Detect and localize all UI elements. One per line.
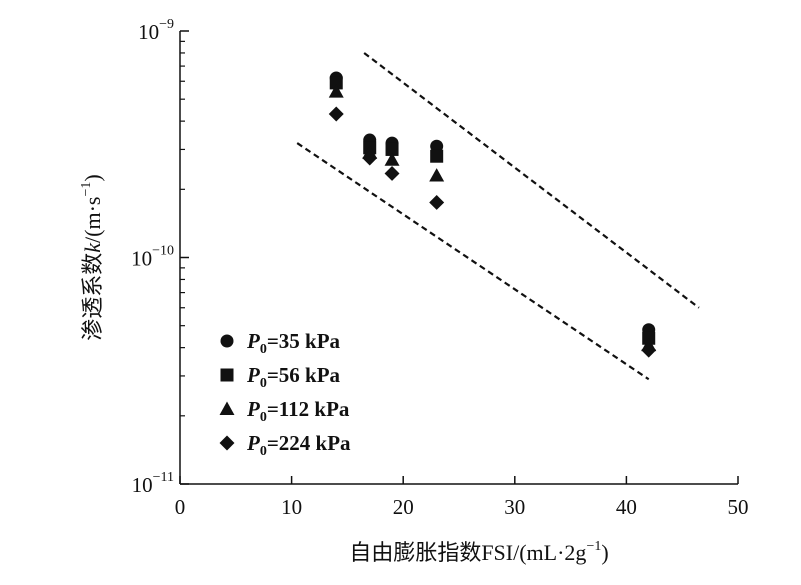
data-point-triangle <box>328 84 344 98</box>
legend-item: P0=56 kPa <box>220 363 341 391</box>
legend-item: P0=112 kPa <box>219 397 350 425</box>
legend-marker-diamond <box>219 435 235 451</box>
data-point-diamond <box>362 150 378 166</box>
legend-item: P0=224 kPa <box>219 431 351 459</box>
data-point-triangle <box>384 152 400 166</box>
x-tick-label: 50 <box>728 495 749 519</box>
y-tick-label: 10−9 <box>138 17 174 44</box>
series-circle <box>329 71 656 337</box>
legend-label: P0=56 kPa <box>246 363 341 391</box>
y-tick-label: 10−11 <box>132 470 174 497</box>
x-tick-label: 10 <box>281 495 302 519</box>
bound-lines <box>296 52 700 381</box>
legend-label: P0=35 kPa <box>246 329 341 357</box>
y-axis-title: 渗透系数k/(m·s−1) <box>79 174 105 340</box>
series-triangle <box>328 84 657 352</box>
data-point-square <box>329 76 343 90</box>
legend-marker-circle <box>220 334 234 348</box>
lower-bound-line <box>296 142 650 381</box>
y-tick-label: 10−10 <box>131 244 174 271</box>
data-point-circle <box>430 139 444 153</box>
data-point-square <box>430 149 444 163</box>
x-axis-title: 自由膨胀指数FSI/(mL·2g−1) <box>349 539 608 565</box>
data-point-diamond <box>429 194 445 210</box>
legend-marker-triangle <box>219 401 235 415</box>
data-point-triangle <box>429 168 445 182</box>
x-tick-label: 30 <box>504 495 525 519</box>
data-point-diamond <box>641 342 657 358</box>
data-point-diamond <box>328 106 344 122</box>
series-diamond <box>328 106 657 358</box>
legend-marker-square <box>220 368 234 382</box>
legend-label: P0=224 kPa <box>246 431 351 459</box>
x-tick-label: 20 <box>393 495 414 519</box>
x-tick-label: 40 <box>616 495 637 519</box>
legend: P0=35 kPa P0=56 kPa P0=112 kPa P0=224 kPa <box>219 329 351 459</box>
axis-labels: 自由膨胀指数FSI/(mL·2g−1) 渗透系数k/(m·s−1) <box>79 174 609 565</box>
upper-bound-line <box>363 52 700 309</box>
axes: 0 10 20 30 40 50 10−11 10−10 10−9 <box>131 17 748 519</box>
data-point-diamond <box>384 165 400 181</box>
x-tick-label: 0 <box>175 495 186 519</box>
data-point-square <box>385 142 399 156</box>
series-square <box>329 76 656 345</box>
legend-label: P0=112 kPa <box>246 397 350 425</box>
data-points <box>328 71 657 358</box>
legend-item: P0=35 kPa <box>220 329 341 357</box>
